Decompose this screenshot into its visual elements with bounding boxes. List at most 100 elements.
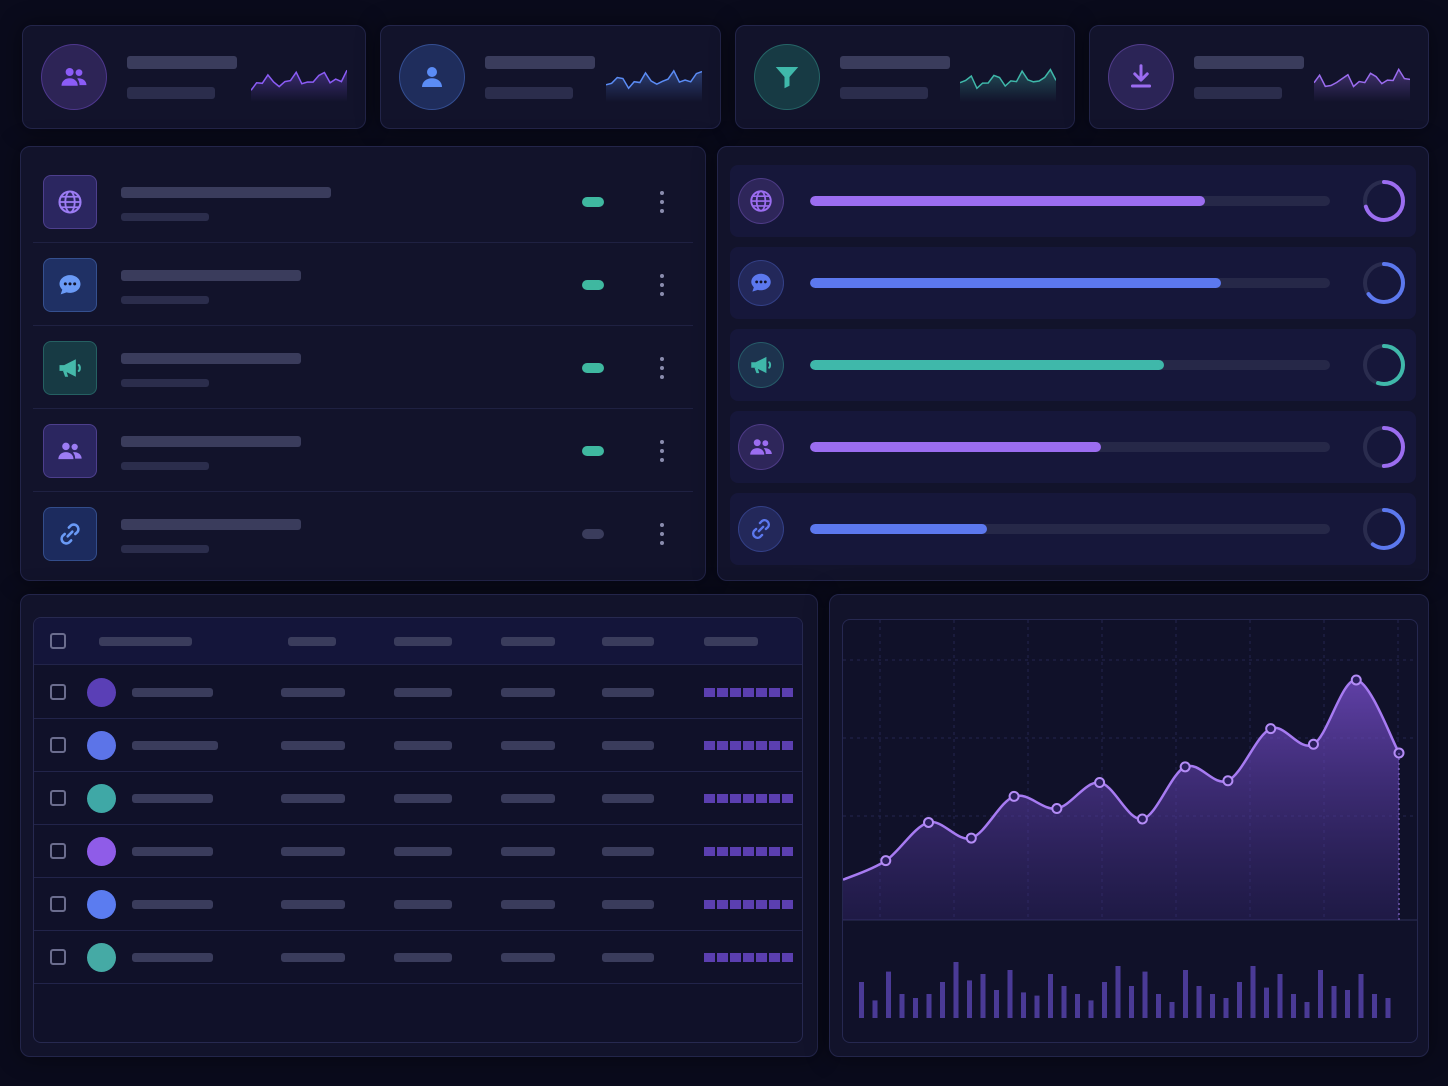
progress-row [730, 165, 1416, 237]
volume-bar [1034, 995, 1040, 1018]
item-subtitle-placeholder [121, 462, 209, 470]
cell-placeholder [394, 794, 452, 803]
chart-area [843, 679, 1399, 920]
select-all-checkbox[interactable] [50, 633, 66, 649]
item-subtitle-placeholder [121, 213, 209, 221]
area-chart [843, 620, 1417, 1018]
table-row[interactable] [34, 719, 802, 772]
kpi-card[interactable] [380, 25, 721, 129]
data-point [1051, 803, 1063, 815]
volume-bar [940, 982, 945, 1018]
header-placeholder [394, 637, 452, 646]
kpi-label-placeholder [127, 56, 237, 69]
kpi-label-placeholder [840, 56, 950, 69]
integrations-list-panel [20, 146, 706, 581]
volume-bar [1318, 970, 1323, 1018]
volume-bar [1250, 966, 1256, 1018]
progress-ring [1363, 180, 1405, 222]
progress-bar [810, 196, 1330, 206]
table-row[interactable] [34, 931, 802, 984]
cell-placeholder [501, 741, 555, 750]
cell-placeholder [501, 953, 555, 962]
progress-panel [717, 146, 1429, 581]
more-options-icon[interactable] [659, 274, 665, 296]
data-point [1265, 723, 1277, 735]
volume-bar [1115, 966, 1121, 1018]
table-row[interactable] [34, 825, 802, 878]
kpi-value-placeholder [1194, 87, 1282, 99]
list-item[interactable] [33, 244, 693, 326]
list-item[interactable] [33, 327, 693, 409]
volume-bar [1075, 994, 1080, 1018]
volume-bar [872, 1000, 878, 1018]
volume-bar [1061, 986, 1067, 1018]
data-point [1179, 761, 1191, 773]
volume-bar [1277, 974, 1283, 1018]
table-row[interactable] [34, 666, 802, 719]
cell-placeholder [501, 688, 555, 697]
data-point [1094, 776, 1106, 788]
cell-placeholder [281, 688, 345, 697]
cell-placeholder [501, 794, 555, 803]
volume-bar [1237, 982, 1242, 1018]
progress-ring [1363, 262, 1405, 304]
status-toggle[interactable] [582, 363, 604, 373]
cell-placeholder [132, 900, 213, 909]
item-title-placeholder [121, 270, 301, 281]
row-checkbox[interactable] [50, 737, 66, 753]
kpi-card[interactable] [735, 25, 1075, 129]
kpi-sparkline [606, 69, 702, 102]
volume-bar [926, 994, 932, 1018]
rating-bar [704, 847, 793, 856]
rating-bar [704, 953, 793, 962]
data-point [1008, 790, 1020, 802]
row-checkbox[interactable] [50, 684, 66, 700]
link-icon [738, 506, 784, 552]
cell-placeholder [602, 900, 654, 909]
more-options-icon[interactable] [659, 191, 665, 213]
cell-placeholder [132, 688, 213, 697]
cell-placeholder [281, 900, 345, 909]
globe-icon [738, 178, 784, 224]
progress-ring [1363, 426, 1405, 468]
megaphone-icon [738, 342, 784, 388]
data-point [1307, 738, 1319, 750]
header-placeholder [704, 637, 758, 646]
progress-row [730, 247, 1416, 319]
rating-bar [704, 794, 793, 803]
data-point [1222, 775, 1234, 787]
row-checkbox[interactable] [50, 896, 66, 912]
row-checkbox[interactable] [50, 790, 66, 806]
more-options-icon[interactable] [659, 440, 665, 462]
more-options-icon[interactable] [659, 357, 665, 379]
volume-bar [1129, 986, 1134, 1018]
cell-placeholder [602, 688, 654, 697]
volume-bar [1358, 974, 1364, 1018]
cell-placeholder [394, 741, 452, 750]
header-placeholder [99, 637, 192, 646]
list-item[interactable] [33, 161, 693, 243]
table-row[interactable] [34, 772, 802, 825]
kpi-card[interactable] [1089, 25, 1429, 129]
list-item[interactable] [33, 410, 693, 492]
status-toggle[interactable] [582, 529, 604, 539]
cell-placeholder [281, 953, 345, 962]
status-toggle[interactable] [582, 197, 604, 207]
status-toggle[interactable] [582, 280, 604, 290]
more-options-icon[interactable] [659, 523, 665, 545]
avatar [87, 731, 116, 760]
globe-icon [43, 175, 97, 229]
table-row[interactable] [34, 878, 802, 931]
volume-bar [1021, 992, 1026, 1018]
row-checkbox[interactable] [50, 843, 66, 859]
volume-bar [1196, 986, 1202, 1018]
volume-bar [899, 994, 905, 1018]
kpi-card[interactable] [22, 25, 366, 129]
list-item[interactable] [33, 493, 693, 575]
volume-bar [913, 998, 918, 1018]
volume-bar [1264, 987, 1269, 1018]
progress-row [730, 329, 1416, 401]
row-checkbox[interactable] [50, 949, 66, 965]
status-toggle[interactable] [582, 446, 604, 456]
cell-placeholder [394, 900, 452, 909]
